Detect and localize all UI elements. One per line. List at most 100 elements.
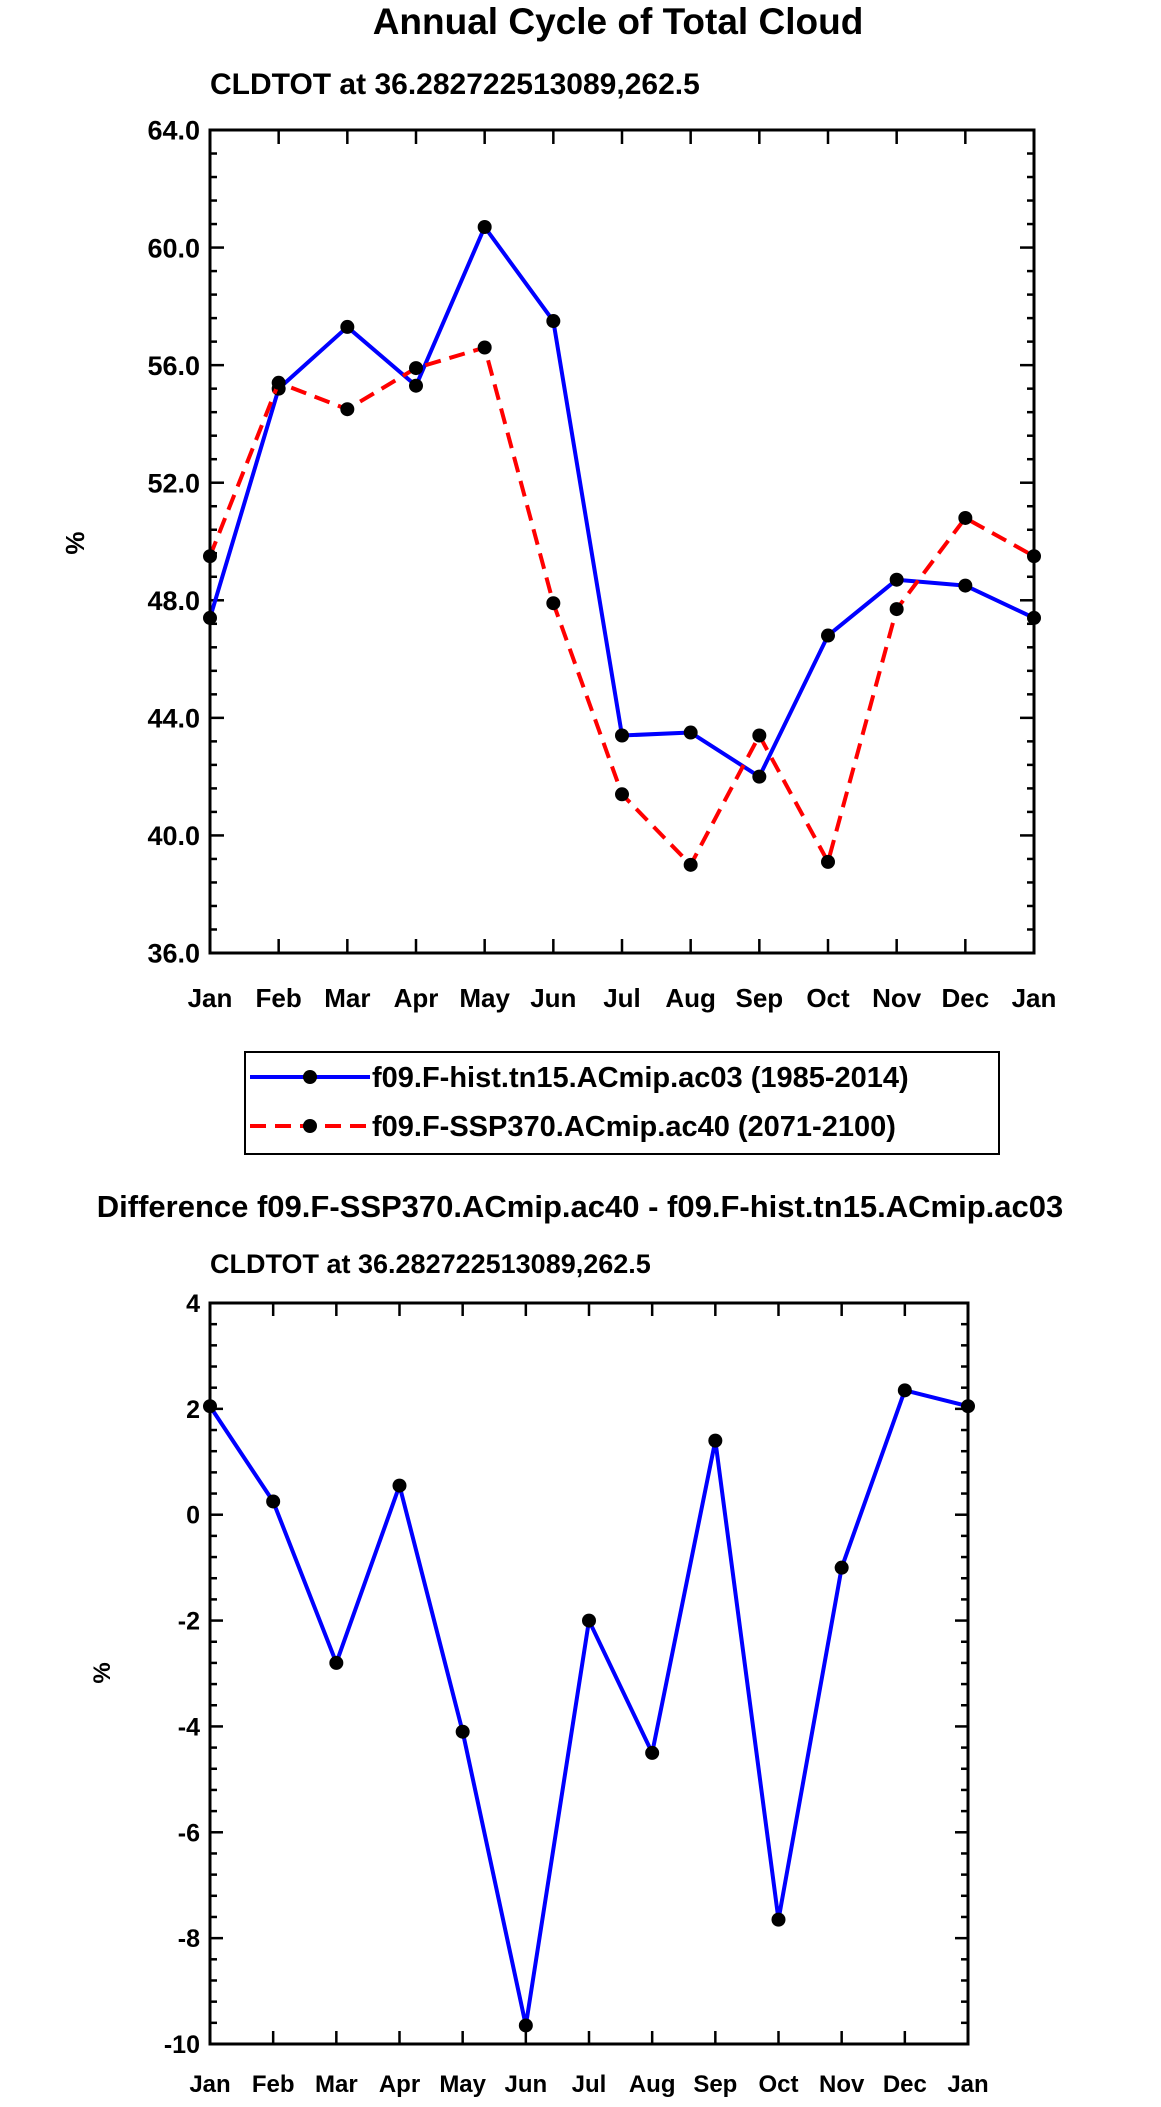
y-tick-label: -4 <box>178 1713 200 1741</box>
difference-panel: Difference f09.F-SSP370.ACmip.ac40 - f09… <box>89 1189 1063 2098</box>
x-tick-label: Mar <box>315 2071 358 2098</box>
x-tick-label: Jul <box>572 2071 607 2098</box>
y-tick-label: 48.0 <box>147 586 200 616</box>
data-point <box>340 319 355 334</box>
data-point <box>477 219 492 234</box>
y-tick-label: 4 <box>186 1290 200 1318</box>
x-tick-label: Feb <box>256 983 302 1013</box>
series-group <box>203 1383 975 2033</box>
data-point <box>708 1433 723 1448</box>
data-point <box>897 1383 912 1398</box>
y-tick-label: 44.0 <box>147 704 200 734</box>
y-axis-label: % <box>60 531 90 554</box>
y-tick-labels: 36.0 40.0 44.0 48.0 52.0 56.0 60.0 64.0 <box>147 116 200 969</box>
legend-marker-ssp <box>303 1119 317 1133</box>
y-tick-label: -8 <box>178 1925 200 1953</box>
data-point <box>455 1724 470 1739</box>
data-point <box>409 378 423 393</box>
x-tick-label: Jan <box>189 2071 230 2098</box>
x-tick-label: Jun <box>504 2071 547 2098</box>
data-point <box>518 2018 533 2033</box>
x-tick-labels: Jan Feb Mar Apr May Jun Jul Aug Sep Oct Nov Dec Jan <box>188 983 1057 1013</box>
data-point <box>683 725 698 740</box>
legend-box <box>244 1051 1000 1155</box>
x-tick-label: Nov <box>819 2071 865 2098</box>
plot-frame <box>208 128 1036 955</box>
x-tick-label: Jan <box>188 983 233 1013</box>
y-tick-label: 36.0 <box>147 939 200 969</box>
y-tick-label: 40.0 <box>147 821 200 851</box>
data-point <box>546 596 561 611</box>
x-tick-label: Jul <box>603 983 641 1013</box>
plot-frame <box>208 1301 970 2046</box>
data-point <box>645 1745 660 1760</box>
y-tick-label: -10 <box>164 2031 200 2059</box>
y-tick-label: 0 <box>186 1502 200 1530</box>
y-tick-label: 56.0 <box>147 351 200 381</box>
data-point <box>340 402 355 417</box>
data-point <box>409 361 423 376</box>
legend-marker-hist <box>303 1070 317 1084</box>
data-point <box>266 1494 281 1509</box>
y-tick-label: 52.0 <box>147 468 200 498</box>
data-point <box>477 340 492 355</box>
data-point <box>771 1912 786 1927</box>
data-point <box>958 578 973 593</box>
data-point <box>546 314 561 329</box>
x-tick-label: Jan <box>947 2071 988 2098</box>
x-tick-label: Oct <box>806 983 850 1013</box>
x-tick-label: Nov <box>872 983 922 1013</box>
series-line <box>208 1388 969 2028</box>
annual-cycle-panel: Annual Cycle of Total Cloud CLDTOT at 36… <box>60 1 1056 1013</box>
data-point <box>615 728 629 743</box>
x-tick-labels: Jan Feb Mar Apr May Jun Jul Aug Sep Oct Nov Dec Jan <box>189 2071 988 2098</box>
x-tick-label: Aug <box>629 2071 676 2098</box>
data-point <box>752 728 767 743</box>
x-tick-label: Oct <box>758 2071 798 2098</box>
chart-subtitle: CLDTOT at 36.282722513089,262.5 <box>210 1249 651 1279</box>
data-point <box>392 1478 407 1493</box>
y-tick-label: -2 <box>178 1608 200 1636</box>
chart-subtitle: CLDTOT at 36.282722513089,262.5 <box>210 68 700 101</box>
x-tick-label: Jan <box>1012 983 1057 1013</box>
x-tick-label: Jun <box>530 983 576 1013</box>
legend: f09.F-hist.tn15.ACmip.ac03 (1985-2014) f… <box>244 1051 1000 1155</box>
x-tick-label: May <box>459 983 510 1013</box>
data-point <box>683 857 698 872</box>
x-tick-label: Dec <box>941 983 989 1013</box>
x-tick-label: Feb <box>252 2071 295 2098</box>
data-point <box>271 375 286 390</box>
x-tick-label: Dec <box>883 2071 927 2098</box>
chart-title: Difference f09.F-SSP370.ACmip.ac40 - f09… <box>97 1189 1064 1224</box>
y-tick-labels: -10 -8 -6 -4 -2 0 2 4 <box>164 1290 200 2059</box>
series-group <box>203 219 1041 872</box>
data-point <box>582 1613 596 1628</box>
x-tick-label: Apr <box>379 2071 420 2098</box>
data-point <box>329 1655 344 1670</box>
x-tick-label: Apr <box>394 983 439 1013</box>
data-point <box>821 854 835 869</box>
data-point <box>834 1560 849 1575</box>
y-axis-label: % <box>89 1662 116 1683</box>
data-point <box>958 510 973 525</box>
data-point <box>889 602 904 617</box>
legend-label-hist: f09.F-hist.tn15.ACmip.ac03 (1985-2014) <box>372 1062 909 1094</box>
x-tick-label: Sep <box>735 983 783 1013</box>
data-point <box>752 769 767 784</box>
x-tick-label: May <box>439 2071 486 2098</box>
y-tick-label: 2 <box>186 1396 200 1424</box>
y-tick-label: 64.0 <box>147 116 200 146</box>
y-tick-label: 60.0 <box>147 233 200 263</box>
y-tick-label: -6 <box>178 1819 200 1847</box>
tick-marks <box>208 1301 970 2046</box>
tick-marks <box>208 128 1036 955</box>
x-tick-label: Mar <box>324 983 370 1013</box>
x-tick-label: Aug <box>665 983 716 1013</box>
legend-label-ssp: f09.F-SSP370.ACmip.ac40 (2071-2100) <box>372 1111 896 1143</box>
chart-title: Annual Cycle of Total Cloud <box>373 1 864 42</box>
data-point <box>615 787 629 802</box>
data-point <box>821 628 835 643</box>
data-point <box>889 572 904 587</box>
series-line <box>208 224 1035 779</box>
